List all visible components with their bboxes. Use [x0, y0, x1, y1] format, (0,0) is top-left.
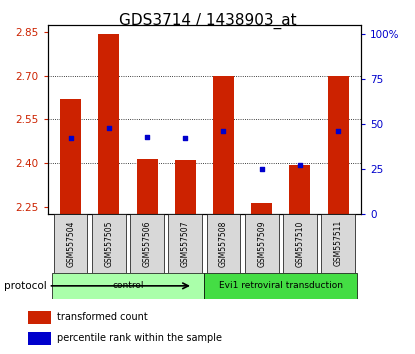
- Text: percentile rank within the sample: percentile rank within the sample: [57, 333, 222, 343]
- Bar: [207, 214, 240, 273]
- Point: [335, 129, 342, 134]
- Bar: [28, 311, 51, 324]
- Bar: [327, 76, 349, 214]
- Text: GSM557511: GSM557511: [334, 220, 343, 267]
- Bar: [130, 214, 164, 273]
- Bar: [60, 99, 81, 214]
- Point: [67, 136, 74, 141]
- Point: [105, 125, 112, 130]
- Bar: [283, 214, 317, 273]
- Text: GSM557510: GSM557510: [295, 220, 305, 267]
- Text: GSM557505: GSM557505: [104, 220, 113, 267]
- Text: GSM557504: GSM557504: [66, 220, 75, 267]
- Bar: [28, 332, 51, 345]
- Bar: [205, 273, 357, 299]
- Point: [297, 162, 303, 168]
- Text: Evi1 retroviral transduction: Evi1 retroviral transduction: [219, 281, 343, 290]
- Text: control: control: [112, 281, 144, 290]
- Text: GSM557508: GSM557508: [219, 220, 228, 267]
- Point: [259, 166, 265, 172]
- Point: [144, 134, 150, 139]
- Bar: [92, 214, 126, 273]
- Text: GDS3714 / 1438903_at: GDS3714 / 1438903_at: [119, 12, 296, 29]
- Text: GSM557509: GSM557509: [257, 220, 266, 267]
- Bar: [213, 76, 234, 214]
- Bar: [289, 165, 310, 214]
- Text: GSM557507: GSM557507: [181, 220, 190, 267]
- Bar: [321, 214, 355, 273]
- Text: protocol: protocol: [4, 281, 47, 291]
- Bar: [175, 160, 196, 214]
- Bar: [168, 214, 202, 273]
- Bar: [51, 273, 205, 299]
- Bar: [245, 214, 278, 273]
- Bar: [54, 214, 88, 273]
- Point: [220, 129, 227, 134]
- Bar: [251, 202, 272, 214]
- Bar: [98, 34, 120, 214]
- Text: transformed count: transformed count: [57, 312, 148, 322]
- Bar: [137, 159, 158, 214]
- Point: [182, 136, 188, 141]
- Text: GSM557506: GSM557506: [143, 220, 151, 267]
